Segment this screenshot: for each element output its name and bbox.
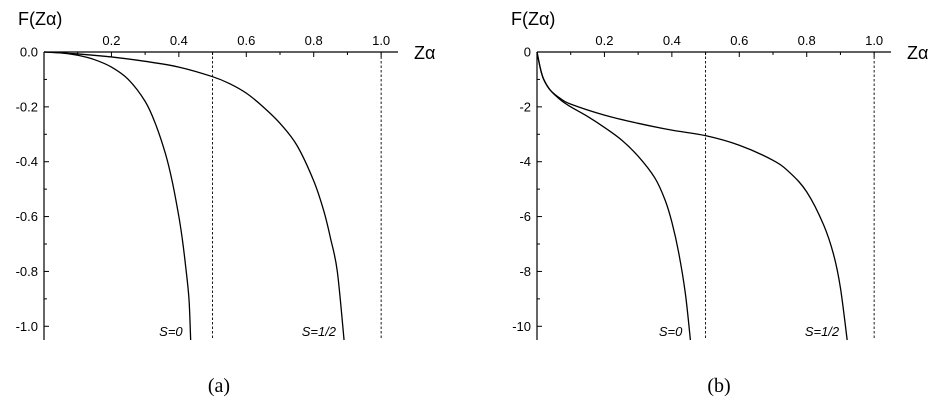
x-axis-label: Zα bbox=[414, 43, 435, 63]
series-label: S=0 bbox=[659, 324, 683, 339]
series-line-s0 bbox=[536, 51, 692, 341]
y-tick-label: -0.4 bbox=[16, 154, 38, 169]
panel-caption: (a) bbox=[208, 375, 230, 397]
y-tick-label: -2 bbox=[519, 99, 531, 114]
series-label: S=1/2 bbox=[302, 324, 337, 339]
x-tick-label: 0.8 bbox=[798, 33, 816, 48]
x-tick-label: 0.6 bbox=[730, 33, 748, 48]
y-tick-label: -0.2 bbox=[16, 99, 38, 114]
x-tick-label: 0.2 bbox=[595, 33, 613, 48]
series-line-s0 bbox=[43, 51, 192, 341]
chart-panel-b: 0.2 0.4 0.6 0.8 1.0 0 -2 -4 -6 -8 -10 Zα F(Zα) S=0 S=1… bbox=[511, 9, 928, 397]
y-tick-label: -1.0 bbox=[16, 319, 38, 334]
y-tick-label: -0.8 bbox=[16, 264, 38, 279]
series-line-s-half bbox=[43, 51, 345, 341]
x-tick-label: 0.6 bbox=[237, 33, 255, 48]
y-tick-label: -10 bbox=[512, 319, 531, 334]
y-axis-label: F(Zα) bbox=[511, 9, 555, 29]
x-axis-label: Zα bbox=[907, 43, 928, 63]
chart-panel-a: 0.2 0.4 0.6 0.8 1.0 0.0 -0.2 -0.4 -0.6 -0.8 -1.0 Zα… bbox=[16, 9, 436, 397]
x-tick-label: 0.4 bbox=[170, 33, 188, 48]
panel-caption: (b) bbox=[707, 375, 730, 397]
x-tick-label: 1.0 bbox=[372, 33, 390, 48]
x-tick-label: 0.8 bbox=[305, 33, 323, 48]
x-tick-label: 0.4 bbox=[663, 33, 681, 48]
y-axis-label: F(Zα) bbox=[18, 9, 62, 29]
x-tick-label: 0.2 bbox=[102, 33, 120, 48]
y-tick-label: -6 bbox=[519, 209, 531, 224]
y-tick-label: -4 bbox=[519, 154, 531, 169]
series-label: S=0 bbox=[159, 324, 183, 339]
series-label: S=1/2 bbox=[805, 324, 840, 339]
x-tick-label: 1.0 bbox=[865, 33, 883, 48]
y-tick-label: 0.0 bbox=[20, 45, 38, 60]
y-tick-label: 0 bbox=[524, 45, 531, 60]
y-tick-label: -0.6 bbox=[16, 209, 38, 224]
series-line-s-half bbox=[536, 51, 848, 341]
y-tick-label: -8 bbox=[519, 264, 531, 279]
